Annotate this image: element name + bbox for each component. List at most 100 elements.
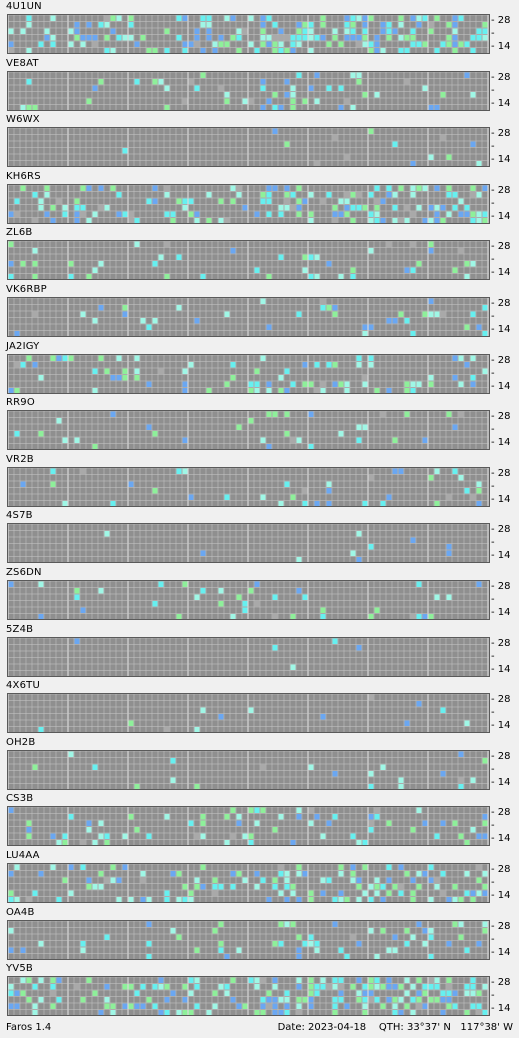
signal-cell (368, 361, 374, 368)
signal-cell (446, 977, 452, 984)
signal-cell (254, 581, 260, 587)
signal-cell (302, 28, 308, 34)
signal-cell (386, 494, 392, 500)
signal-cell (62, 877, 68, 883)
signal-cell (356, 940, 362, 947)
signal-cell (332, 211, 338, 217)
signal-cell (230, 871, 236, 877)
signal-cell (350, 864, 356, 870)
signal-cell (374, 35, 380, 41)
signal-cell (410, 241, 416, 248)
station-panel: W6WX - 28- - 14 (0, 113, 519, 169)
signal-cell (164, 727, 170, 733)
signal-cell (218, 588, 224, 594)
signal-cell (26, 827, 32, 833)
signal-cell (56, 977, 62, 984)
signal-cell (332, 204, 338, 211)
signal-cell (170, 927, 176, 934)
signal-cell (344, 953, 350, 959)
signal-cell (410, 185, 416, 191)
signal-cell (236, 814, 242, 820)
signal-cell (248, 381, 254, 387)
station-callsign: VR2B (6, 453, 34, 465)
signal-cell (116, 897, 122, 902)
signal-cell (50, 204, 56, 211)
signal-cell (404, 720, 410, 727)
signal-cell (80, 840, 86, 846)
signal-cell (128, 720, 134, 727)
propagation-grid (7, 353, 490, 394)
signal-cell (176, 897, 182, 902)
signal-cell (380, 198, 386, 204)
signal-cell (314, 98, 320, 104)
signal-cell (164, 191, 170, 198)
signal-cell (32, 984, 38, 990)
signal-cell (356, 361, 362, 368)
signal-cell (182, 581, 188, 587)
signal-cell (272, 940, 278, 947)
signal-cell (380, 22, 386, 28)
signal-cell (302, 381, 308, 387)
signal-cell (464, 261, 470, 267)
signal-cell (458, 934, 464, 940)
signal-cell (194, 877, 200, 883)
signal-cell (110, 1003, 116, 1010)
signal-cell (80, 468, 86, 474)
signal-cell (98, 22, 104, 28)
signal-cell (362, 984, 368, 990)
signal-cell (182, 1010, 188, 1016)
signal-cell (458, 833, 464, 840)
signal-cell (422, 614, 428, 619)
signal-cell (410, 537, 416, 544)
signal-cell (176, 871, 182, 877)
signal-cell (332, 217, 338, 223)
signal-cell (458, 248, 464, 254)
signal-cell (332, 997, 338, 1003)
qth-label: QTH: (378, 1022, 404, 1033)
signal-cell (104, 48, 110, 53)
signal-cell (104, 877, 110, 883)
station-callsign: OA4B (6, 906, 35, 918)
signal-cell (434, 468, 440, 474)
signal-cell (134, 41, 140, 47)
signal-cell (308, 48, 314, 53)
signal-cell (458, 15, 464, 21)
signal-cell (416, 921, 422, 927)
scale-label-28: - 28 (491, 807, 511, 819)
signal-cell (404, 940, 410, 947)
signal-cell (146, 48, 152, 53)
signal-cell (86, 877, 92, 883)
signal-cell (392, 884, 398, 890)
signal-cell (440, 91, 446, 98)
signal-cell (266, 41, 272, 47)
signal-cell (362, 500, 368, 506)
signal-cell (200, 22, 206, 28)
signal-cell (440, 41, 446, 47)
station-panel: YV5B - 28- - 14 (0, 962, 519, 1018)
signal-cell (266, 897, 272, 902)
signal-cell (230, 977, 236, 984)
signal-cell (404, 267, 410, 274)
signal-cell (260, 764, 266, 770)
signal-cell (476, 35, 482, 41)
signal-cell (362, 840, 368, 846)
signal-cell (452, 374, 458, 381)
signal-cell (428, 927, 434, 934)
signal-cell (188, 820, 194, 827)
signal-cell (188, 990, 194, 997)
signal-cell (338, 104, 344, 110)
signal-cell (224, 990, 230, 997)
signal-cell (452, 267, 458, 274)
signal-cell (296, 977, 302, 984)
signal-cell (416, 581, 422, 587)
signal-cell (290, 614, 296, 619)
signal-cell (26, 820, 32, 827)
signal-cell (464, 1010, 470, 1016)
signal-cell (188, 198, 194, 204)
signal-cell (278, 864, 284, 870)
station-callsign: 5Z4B (6, 623, 34, 635)
band-scale: - 28- - 14 (491, 693, 519, 733)
signal-cell (236, 28, 242, 34)
signal-cell (446, 154, 452, 161)
propagation-grid (7, 693, 490, 734)
